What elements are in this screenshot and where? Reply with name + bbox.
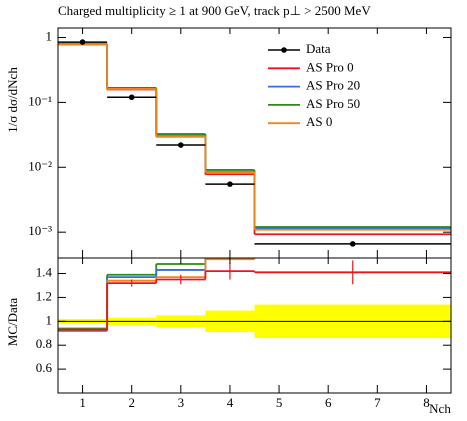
x-tick-label: 7 [374,395,381,410]
data-point [349,241,356,247]
x-tick-label: 1 [79,395,86,410]
y-tick-label: 0.8 [36,336,52,351]
y-tick-label: 1.4 [36,265,53,280]
y-tick-label: 10⁻² [28,158,52,173]
x-tick-label: 5 [276,395,283,410]
panel-plot-area [58,258,451,339]
data-point [227,181,233,187]
data-point [79,39,86,45]
y-tick-label: 1 [46,312,53,327]
y-tick-label: 1 [46,28,53,43]
x-tick-label: 6 [325,395,332,410]
panel-frame [57,257,452,394]
x-tick-label: 4 [227,395,234,410]
legend-label: Data [306,41,331,56]
ratio-y-axis-label: MC/Data [5,298,20,347]
y-axis-label: 1/σ dσ/dNch [5,67,20,133]
x-axis-label: Nch [429,401,451,416]
legend-marker [281,47,287,53]
data-point [128,94,135,101]
legend-label: AS Pro 0 [306,59,354,74]
legend-label: AS Pro 20 [306,78,360,93]
x-tick-label: 2 [128,395,135,410]
y-tick-label: 1.2 [36,288,52,303]
y-tick-label: 0.6 [36,360,53,375]
x-tick-label: 3 [178,395,185,410]
y-tick-label: 10⁻³ [28,223,52,238]
legend-label: AS Pro 50 [306,96,360,111]
x-tick-label: 8 [423,395,430,410]
panel-plot-area [58,39,451,247]
data-point [178,142,184,148]
legend-label: AS 0 [306,114,332,129]
chart-title: Charged multiplicity ≥ 1 at 900 GeV, tra… [58,3,371,18]
y-tick-label: 10⁻¹ [28,93,52,108]
